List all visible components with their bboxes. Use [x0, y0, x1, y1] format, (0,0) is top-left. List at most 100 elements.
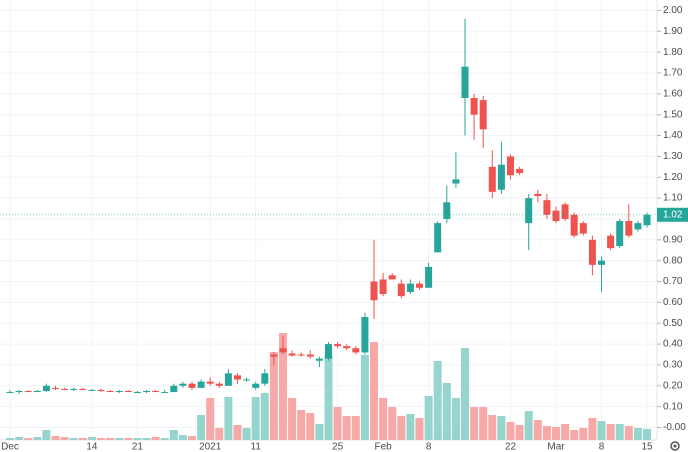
candle-body — [625, 221, 633, 236]
volume-bar — [269, 352, 278, 440]
volume-bar — [288, 398, 297, 440]
candle-body — [115, 390, 123, 393]
volume-bar — [124, 438, 133, 440]
candle-body — [42, 385, 50, 391]
x-tick-label: 2021 — [199, 442, 222, 452]
y-tick-label: 0.20 — [663, 380, 683, 391]
x-tick-label: Mar — [547, 442, 565, 452]
x-tick-label: 14 — [86, 442, 98, 452]
y-tick-label: 0.90 — [663, 234, 683, 245]
y-tick-label: 1.70 — [663, 68, 683, 79]
volume-bar — [451, 398, 460, 440]
candle-body — [61, 388, 69, 390]
volume-bar — [524, 411, 533, 440]
volume-bar — [324, 355, 333, 440]
volume-bar — [15, 437, 24, 440]
x-tick-label: Feb — [374, 442, 392, 452]
volume-bar — [424, 396, 433, 440]
candle-body — [152, 390, 160, 393]
candle-body — [143, 390, 150, 393]
candle-body — [470, 98, 478, 115]
volume-bar — [633, 428, 642, 440]
candle-body — [188, 383, 196, 388]
candle-body — [370, 281, 378, 301]
x-tick-label: 8 — [599, 442, 605, 452]
candle-body — [452, 179, 460, 184]
candle-body — [352, 348, 360, 353]
volume-bar — [6, 438, 14, 440]
volume-bar — [606, 424, 615, 440]
y-tick-label: 0.40 — [663, 339, 683, 350]
candle-body — [507, 156, 514, 176]
volume-bar — [561, 424, 570, 440]
settings-icon[interactable] — [670, 441, 680, 451]
candle-body — [234, 375, 241, 380]
volume-bar — [133, 438, 142, 440]
candle-body — [206, 381, 214, 384]
candle-body — [598, 260, 605, 265]
volume-bar — [78, 438, 87, 440]
candle-body — [361, 316, 369, 353]
candle-body — [88, 389, 96, 391]
candle-body — [133, 392, 141, 394]
volume-bar — [69, 438, 78, 440]
volume-bar — [106, 438, 115, 440]
candle-body — [270, 354, 278, 357]
volume-bar — [570, 430, 579, 440]
candle-body — [434, 223, 442, 253]
y-tick-label: -0.00 — [663, 422, 686, 433]
x-tick-label: 8 — [426, 442, 432, 452]
volume-bar — [215, 428, 224, 440]
candle-body — [252, 383, 260, 388]
volume-bar — [370, 342, 378, 440]
volume-bar — [379, 398, 388, 440]
candle-body — [179, 383, 187, 386]
volume-bar — [342, 416, 351, 440]
candle-body — [516, 168, 524, 174]
candle-body — [33, 390, 41, 393]
candle-body — [279, 348, 287, 353]
gear-ring[interactable] — [670, 441, 680, 451]
candle-body — [570, 214, 578, 236]
volume-bar — [542, 426, 551, 440]
candle-body — [15, 390, 23, 393]
volume-bar — [624, 426, 633, 440]
y-tick-label: 0.60 — [663, 297, 683, 308]
volume-bar — [142, 438, 151, 440]
volume-bar — [224, 397, 233, 440]
candle-body — [406, 283, 414, 292]
gear-hub[interactable] — [673, 444, 677, 448]
y-tick-label: 1.60 — [663, 88, 683, 99]
volume-bar — [597, 421, 606, 440]
volume-bar — [552, 427, 560, 440]
candle-body — [334, 344, 342, 347]
candle-body — [215, 383, 223, 386]
candle-body — [443, 202, 451, 219]
candle-body — [388, 275, 396, 280]
candle-body — [561, 204, 569, 219]
volume-bar — [115, 438, 124, 440]
y-tick-label: 1.90 — [663, 26, 683, 37]
candle-body — [488, 166, 496, 192]
volume-bar — [588, 418, 597, 440]
candle-body — [534, 193, 542, 197]
candle-body — [124, 390, 132, 393]
x-tick-label: 22 — [505, 442, 517, 452]
y-tick-label: 1.40 — [663, 130, 683, 141]
volume-bar — [351, 416, 360, 440]
volume-bar — [579, 428, 588, 440]
candle-body — [543, 200, 551, 215]
volume-bar — [643, 429, 651, 440]
volume-bar — [315, 424, 324, 440]
candle-body — [197, 381, 205, 388]
y-tick-label: 0.50 — [663, 318, 683, 329]
volume-bar — [197, 415, 206, 440]
candle-body — [616, 221, 624, 247]
candle-body — [224, 373, 232, 386]
x-tick-label: 25 — [332, 442, 344, 452]
y-tick-label: 0.70 — [663, 276, 683, 287]
candle-body — [479, 100, 487, 130]
volume-bar — [251, 397, 260, 440]
x-tick-label: Dec — [1, 442, 19, 452]
